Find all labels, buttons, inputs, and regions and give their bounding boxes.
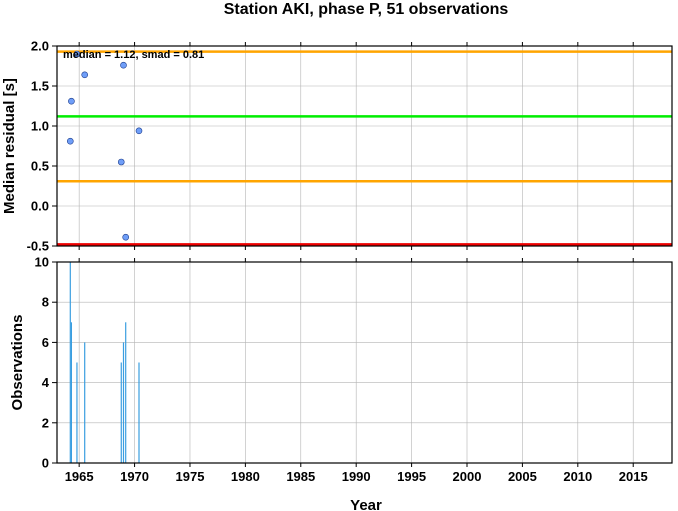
- x-tick-label: 1985: [286, 469, 315, 484]
- y-tick-label: 1.5: [31, 79, 49, 94]
- x-axis-label: Year: [350, 497, 382, 511]
- observation-bar: [70, 322, 73, 463]
- chart-title: Station AKI, phase P, 51 observations: [224, 1, 509, 18]
- observation-bar: [120, 362, 122, 463]
- y-tick-label: 8: [42, 295, 49, 310]
- data-point: [120, 61, 127, 69]
- observation-bar: [84, 342, 86, 463]
- data-point: [135, 127, 143, 135]
- observation-bar: [138, 362, 140, 463]
- stats-annotation: median = 1.12, smad = 0.81: [63, 49, 204, 61]
- data-point: [73, 50, 81, 58]
- x-tick-label: 1995: [397, 469, 426, 484]
- plot-frame: [56, 45, 673, 247]
- y-tick-label: -0.5: [27, 239, 49, 254]
- data-point: [66, 137, 74, 145]
- y-tick-label: 0.5: [31, 159, 49, 174]
- y-tick-label: 0: [42, 456, 49, 471]
- x-tick-label: 1970: [120, 469, 149, 484]
- x-tick-label: 2010: [563, 469, 592, 484]
- residual-panel: median = 1.12, smad = 0.81 -0.5 0.0 0.5 1.0 1…: [1, 39, 673, 254]
- observation-bar: [125, 322, 127, 463]
- y-tick-label: 10: [35, 255, 49, 270]
- data-point: [68, 97, 75, 105]
- x-tick-label: 2015: [619, 469, 648, 484]
- x-tick-label: 1980: [231, 469, 260, 484]
- x-tick-label: 2005: [508, 469, 537, 484]
- data-point: [122, 233, 130, 241]
- y-axis-label: Observations: [9, 315, 26, 411]
- observation-bar: [76, 362, 78, 463]
- observations-panel: 0 2 4 6 8 10 Observations 1965 1970 1975 1980 1985 1…: [9, 255, 673, 484]
- data-point: [81, 71, 89, 79]
- observation-bar: [69, 262, 71, 463]
- y-tick-label: 2: [42, 415, 49, 430]
- plot-frame: [56, 261, 673, 464]
- x-tick-label: 1975: [176, 469, 205, 484]
- x-tick-label: 1990: [342, 469, 371, 484]
- y-tick-label: 2.0: [31, 39, 49, 54]
- y-tick-label: 0.0: [31, 199, 49, 214]
- y-tick-label: 1.0: [31, 119, 49, 134]
- y-tick-label: 4: [42, 375, 50, 390]
- data-point: [117, 158, 125, 166]
- y-tick-label: 6: [42, 335, 49, 350]
- x-tick-label: 2000: [453, 469, 482, 484]
- y-axis-label: Median residual [s]: [1, 78, 18, 214]
- observation-bar: [122, 342, 125, 463]
- x-tick-label: 1965: [65, 469, 94, 484]
